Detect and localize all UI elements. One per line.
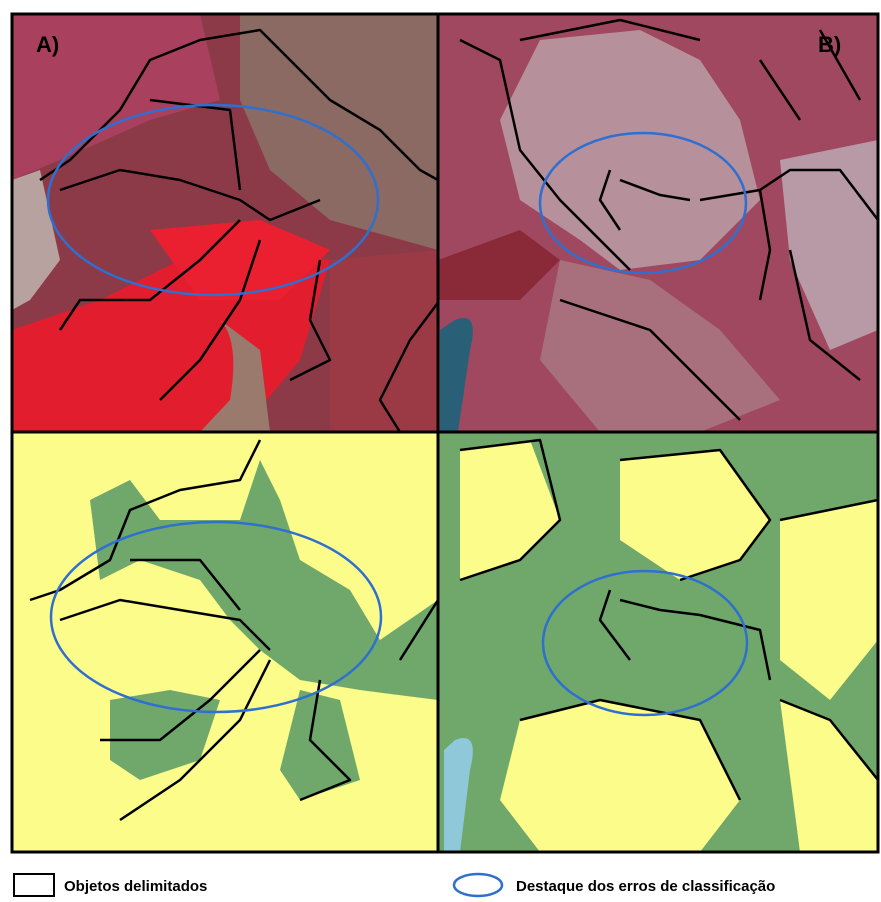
- figure: A) B) Objetos delimitados: [0, 0, 881, 902]
- panel-label: B): [818, 32, 841, 57]
- legend-label: Objetos delimitados: [64, 878, 207, 895]
- legend-label: Destaque dos erros de classificação: [516, 878, 775, 895]
- image-b: B): [438, 14, 878, 432]
- classification-a: [12, 432, 438, 852]
- image-a: A): [12, 14, 440, 432]
- panel-label: A): [36, 32, 59, 57]
- classification-b: [438, 432, 878, 852]
- legend-swatch: [14, 874, 54, 896]
- legend-swatch: [454, 874, 502, 896]
